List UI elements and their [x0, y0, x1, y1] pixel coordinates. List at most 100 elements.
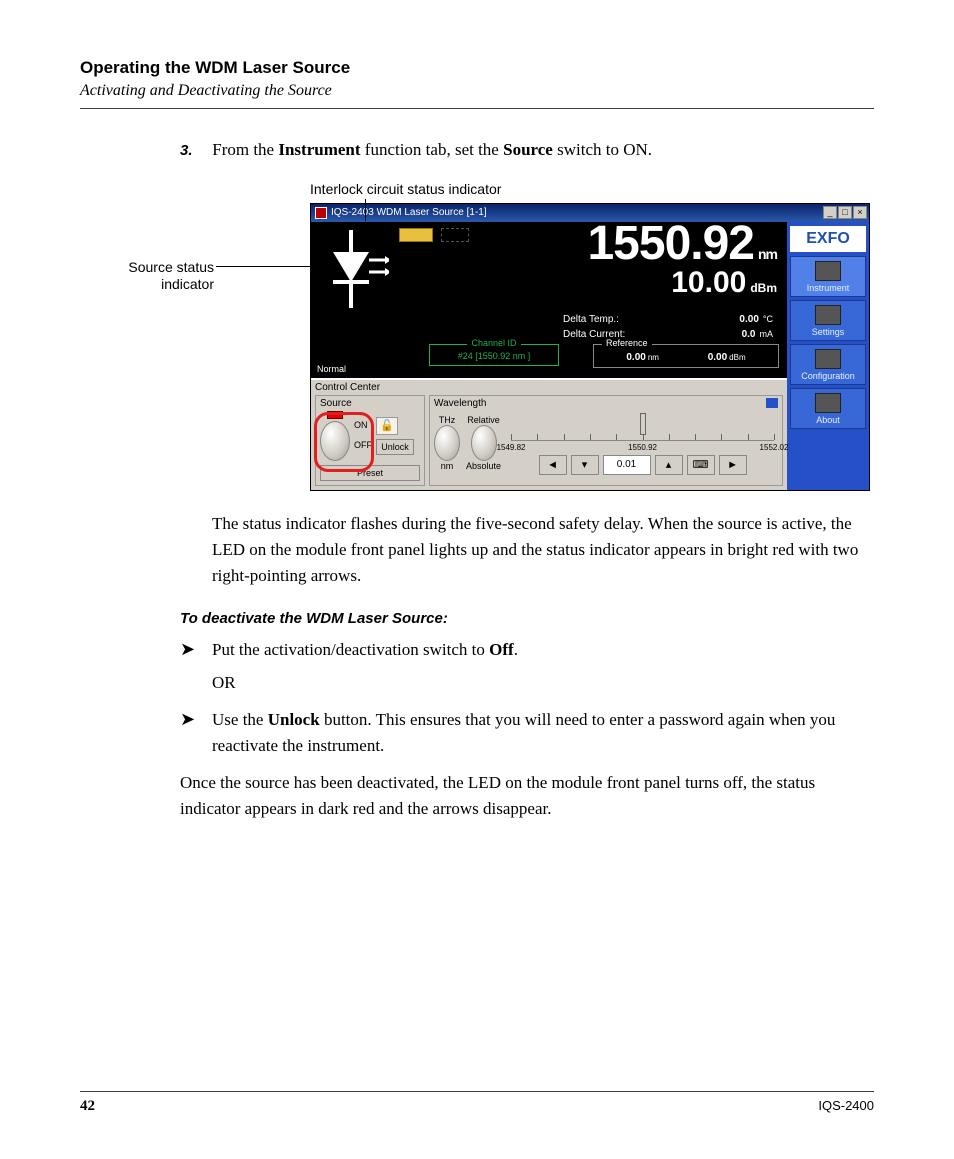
ref-unit-1: nm	[648, 353, 659, 362]
channel-value: #24 [1550.92 nm ]	[438, 351, 550, 361]
delta-temp-value: 0.00	[739, 314, 758, 325]
reference-legend: Reference	[602, 338, 652, 348]
callout-source-status: Source status indicator	[122, 259, 214, 294]
bullet-2: ➤ Use the Unlock button. This ensures th…	[180, 707, 874, 760]
deactivate-title: To deactivate the WDM Laser Source:	[180, 610, 874, 627]
normal-label: Normal	[317, 364, 346, 374]
final-paragraph: Once the source has been deactivated, th…	[180, 770, 874, 823]
bullet-arrow-icon: ➤	[180, 707, 200, 760]
laser-diode-icon	[329, 230, 389, 308]
thz-label: THz	[439, 415, 456, 425]
channel-id-box: Channel ID #24 [1550.92 nm ]	[429, 344, 559, 366]
tab-about[interactable]: About	[790, 388, 866, 429]
or-text: OR	[212, 673, 874, 693]
bullet2-pre: Use the	[212, 710, 268, 729]
app-window: IQS-2403 WDM Laser Source [1-1] _ □ ×	[310, 203, 870, 491]
delta-block: Delta Temp.: 0.00°C Delta Current: 0.0mA	[563, 312, 773, 342]
unlock-button[interactable]: Unlock	[376, 439, 414, 455]
bullet1-bold: Off	[489, 640, 514, 659]
callout-leader-left	[216, 266, 318, 267]
relative-label: Relative	[467, 415, 500, 425]
slider-thumb[interactable]	[640, 413, 646, 435]
bullet-1: ➤ Put the activation/deactivation switch…	[180, 637, 874, 663]
step-bold-instrument: Instrument	[278, 140, 360, 159]
nav-down-button[interactable]: ▾	[571, 455, 599, 475]
maximize-button[interactable]: □	[838, 206, 852, 219]
delta-current-unit: mA	[760, 329, 774, 339]
configuration-icon	[815, 349, 841, 369]
mini-laser-icon	[441, 228, 469, 242]
close-button[interactable]: ×	[853, 206, 867, 219]
page-title: Operating the WDM Laser Source	[80, 58, 874, 78]
absolute-label: Absolute	[466, 461, 501, 471]
nav-prev-button[interactable]: ◄	[539, 455, 567, 475]
exfo-logo: EXFO	[790, 226, 866, 252]
wavelength-panel-title: Wavelength	[434, 398, 486, 409]
app-icon	[315, 207, 327, 219]
settings-label: Settings	[793, 327, 863, 337]
wavelength-value: 1550.92	[587, 217, 754, 270]
interlock-indicator-icon	[399, 228, 433, 242]
source-switch[interactable]	[320, 421, 350, 461]
source-panel-title: Source	[320, 398, 420, 409]
control-center-title: Control Center	[315, 382, 783, 393]
step-text-mid: function tab, set the	[361, 140, 504, 159]
mode-dial[interactable]	[471, 425, 497, 461]
power-readout: 10.00 dBm	[671, 266, 777, 300]
callout-leader-top	[365, 199, 366, 221]
wavelength-slider[interactable]: 1549.82 1550.92 1552.02	[511, 415, 774, 441]
step-3: 3. From the Instrument function tab, set…	[180, 137, 874, 163]
instrument-label: Instrument	[793, 283, 863, 293]
keypad-button[interactable]: ⌨	[687, 455, 715, 475]
ref-value-2: 0.00	[708, 352, 727, 363]
power-unit: dBm	[750, 281, 777, 295]
wavelength-readout: 1550.92nm	[587, 216, 777, 271]
bullet1-pre: Put the activation/deactivation switch t…	[212, 640, 489, 659]
tab-instrument[interactable]: Instrument	[790, 256, 866, 297]
nav-up-button[interactable]: ▴	[655, 455, 683, 475]
side-nav: EXFO Instrument Settings Configuration	[787, 222, 869, 490]
wavelength-panel: Wavelength THz nm	[429, 395, 783, 486]
source-led	[327, 411, 343, 419]
tab-settings[interactable]: Settings	[790, 300, 866, 341]
delta-temp-unit: °C	[763, 314, 773, 324]
off-label: OFF	[354, 436, 372, 456]
about-label: About	[793, 415, 863, 425]
delta-temp-label: Delta Temp.:	[563, 312, 619, 327]
header-rule	[80, 108, 874, 109]
settings-icon	[815, 305, 841, 325]
model-number: IQS-2400	[818, 1098, 874, 1115]
ref-value-1: 0.00	[626, 352, 645, 363]
after-figure-paragraph: The status indicator flashes during the …	[212, 511, 874, 590]
slider-mid: 1550.92	[628, 443, 657, 452]
tab-configuration[interactable]: Configuration	[790, 344, 866, 385]
slider-max: 1552.02	[760, 443, 789, 452]
lock-icon: 🔓	[376, 417, 398, 435]
power-value: 10.00	[671, 266, 746, 299]
page-footer: 42 IQS-2400	[80, 1091, 874, 1115]
delta-current-value: 0.0	[742, 329, 756, 340]
nav-next-button[interactable]: ►	[719, 455, 747, 475]
expand-icon[interactable]	[766, 398, 778, 408]
wavelength-unit: nm	[758, 246, 777, 262]
step-value[interactable]: 0.01	[603, 455, 651, 475]
step-number: 3.	[180, 140, 208, 163]
display-panel: 1550.92nm 10.00dBm Delta Temp.: 0.00°C D	[311, 222, 787, 378]
reference-box: Reference 0.00nm 0.00dBm	[593, 344, 779, 368]
ref-unit-2: dBm	[729, 353, 745, 362]
minimize-button[interactable]: _	[823, 206, 837, 219]
page-number: 42	[80, 1098, 95, 1115]
channel-legend: Channel ID	[467, 338, 520, 348]
about-icon	[815, 393, 841, 413]
step-text-post: switch to ON.	[553, 140, 652, 159]
page-subtitle: Activating and Deactivating the Source	[80, 82, 874, 100]
nm-label: nm	[441, 461, 454, 471]
preset-button[interactable]: Preset	[320, 465, 420, 481]
bullet-arrow-icon: ➤	[180, 637, 200, 663]
step-text-pre: From the	[212, 140, 278, 159]
source-panel: Source ON OFF	[315, 395, 425, 486]
control-center: Control Center Source	[311, 378, 787, 490]
step-bold-source: Source	[503, 140, 553, 159]
unit-dial[interactable]	[434, 425, 460, 461]
bullet1-post: .	[514, 640, 518, 659]
